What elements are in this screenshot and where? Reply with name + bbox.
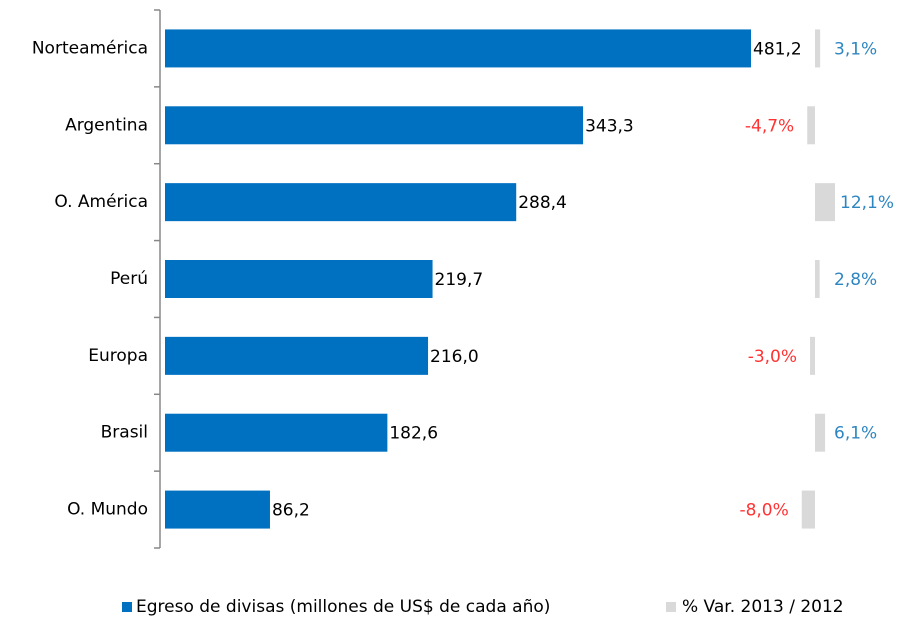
bar <box>165 336 429 375</box>
variation-label: -8,0% <box>739 501 788 521</box>
category-label: O. América <box>54 192 148 212</box>
variation-label: 2,8% <box>834 270 877 290</box>
value-label: 288,4 <box>518 193 567 213</box>
legend-swatch <box>666 602 676 612</box>
variation-label: 6,1% <box>834 424 877 444</box>
variation-bar <box>810 336 815 375</box>
bar <box>165 260 433 298</box>
value-label: 216,0 <box>430 347 479 367</box>
bar <box>165 490 270 529</box>
variation-bar <box>815 413 826 452</box>
legend-swatch <box>122 602 132 612</box>
category-label: Argentina <box>65 115 148 135</box>
category-label: O. Mundo <box>67 500 148 520</box>
bar <box>165 29 751 68</box>
bar <box>165 413 388 452</box>
variation-bar <box>807 106 815 145</box>
category-label: Europa <box>88 346 148 366</box>
variation-bar <box>801 490 815 529</box>
category-label: Brasil <box>101 423 148 443</box>
value-label: 86,2 <box>272 501 310 521</box>
variation-bar <box>815 29 821 68</box>
value-label: 481,2 <box>753 39 802 59</box>
value-label: 343,3 <box>585 116 634 136</box>
variation-label: -4,7% <box>745 116 794 136</box>
variation-label: 12,1% <box>840 193 894 213</box>
variation-label: -3,0% <box>748 347 797 367</box>
bar <box>165 106 584 145</box>
bar <box>165 183 517 222</box>
variation-bar <box>815 260 820 298</box>
category-label: Perú <box>110 269 148 289</box>
category-label: Norteamérica <box>32 38 148 58</box>
variation-label: 3,1% <box>834 39 877 59</box>
legend-label: % Var. 2013 / 2012 <box>682 597 844 617</box>
variation-bar <box>815 183 835 222</box>
value-label: 182,6 <box>389 424 438 444</box>
legend-label: Egreso de divisas (millones de US$ de ca… <box>136 597 550 617</box>
value-label: 219,7 <box>435 270 484 290</box>
